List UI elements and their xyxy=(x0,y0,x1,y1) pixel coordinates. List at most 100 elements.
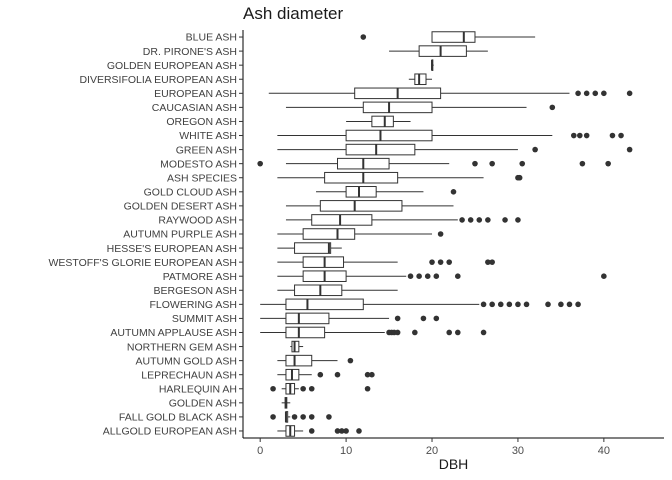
outlier-point xyxy=(291,414,298,420)
box-group xyxy=(346,115,411,128)
outlier-point xyxy=(558,301,564,308)
x-axis-title: DBH xyxy=(439,456,469,472)
outlier-point xyxy=(420,315,427,322)
outlier-point xyxy=(369,371,375,378)
outlier-point xyxy=(609,132,616,139)
box-iqr xyxy=(294,242,332,254)
y-tick-label: EUROPEAN ASH xyxy=(154,88,237,100)
outlier-point xyxy=(506,301,513,308)
box-group xyxy=(277,284,398,297)
y-tick-label: NORTHERN GEM ASH xyxy=(127,341,237,353)
outlier-point xyxy=(308,385,315,392)
box-iqr xyxy=(302,228,356,240)
box-iqr xyxy=(285,326,326,339)
outlier-point xyxy=(472,160,478,167)
outlier-point xyxy=(326,414,332,420)
outlier-point xyxy=(300,414,306,420)
box-iqr xyxy=(302,256,345,268)
box-group xyxy=(270,382,371,395)
y-tick-label: GOLD CLOUD ASH xyxy=(144,186,237,198)
outlier-point xyxy=(476,217,483,223)
box-group xyxy=(360,31,536,43)
outlier-point xyxy=(270,385,276,392)
box-group xyxy=(268,87,633,100)
y-tick-label: WHITE ASH xyxy=(179,130,237,142)
box-group xyxy=(277,228,444,240)
outlier-point xyxy=(356,428,362,434)
outlier-point xyxy=(437,231,444,237)
outlier-point xyxy=(601,273,607,280)
y-tick-label: FALL GOLD BLACK ASH xyxy=(119,412,237,424)
outlier-point xyxy=(592,90,599,97)
box-group xyxy=(408,73,433,86)
y-tick-label: SUMMIT ASH xyxy=(172,313,237,325)
box-iqr xyxy=(285,298,364,311)
outlier-point xyxy=(549,104,556,111)
y-tick-label: AUTUMN APPLAUSE ASH xyxy=(110,327,237,339)
box-group xyxy=(285,200,454,212)
outlier-point xyxy=(489,259,495,265)
outlier-point xyxy=(394,329,401,336)
outlier-point xyxy=(467,217,474,223)
outlier-point xyxy=(545,301,551,308)
box-group xyxy=(277,256,495,268)
outlier-point xyxy=(437,259,444,265)
box-group xyxy=(285,101,556,114)
outlier-point xyxy=(334,371,341,378)
outlier-point xyxy=(334,428,341,434)
outlier-point xyxy=(575,301,581,308)
outlier-point xyxy=(446,329,453,336)
box-group xyxy=(277,368,375,381)
outlier-point xyxy=(433,273,440,280)
outlier-point xyxy=(454,329,461,336)
box-group xyxy=(260,312,440,325)
box-iqr xyxy=(418,45,467,57)
box-group xyxy=(277,129,624,142)
box-group xyxy=(277,270,607,282)
outlier-point xyxy=(364,371,371,378)
outlier-point xyxy=(308,414,315,420)
y-tick-label: GREEN ASH xyxy=(176,144,237,156)
outlier-point xyxy=(626,146,633,153)
outlier-point xyxy=(583,132,590,139)
y-tick-label: HARLEQUIN AH xyxy=(159,383,237,395)
outlier-point xyxy=(532,146,538,153)
outlier-point xyxy=(317,371,324,378)
box-iqr xyxy=(294,284,343,297)
box-group xyxy=(290,340,304,353)
box-group xyxy=(277,242,342,254)
x-tick-label: 30 xyxy=(512,445,524,457)
box-iqr xyxy=(431,31,476,43)
outlier-point xyxy=(618,132,624,139)
y-tick-label: RAYWOOD ASH xyxy=(158,215,237,227)
box-group xyxy=(270,411,332,423)
x-tick-label: 40 xyxy=(598,445,610,457)
y-tick-label: DIVERSIFOLIA EUROPEAN ASH xyxy=(79,74,237,86)
outlier-point xyxy=(519,160,526,167)
outlier-point xyxy=(270,414,276,420)
outlier-point xyxy=(480,301,487,308)
box-group xyxy=(281,397,291,409)
y-tick-label: AUTUMN PURPLE ASH xyxy=(123,229,237,241)
box-iqr xyxy=(285,312,330,325)
box-iqr xyxy=(324,171,399,184)
outlier-point xyxy=(575,90,581,97)
outlier-point xyxy=(583,90,590,97)
y-tick-label: OREGON ASH xyxy=(166,116,237,128)
y-tick-label: AUTUMN GOLD ASH xyxy=(135,355,237,367)
box-iqr xyxy=(345,129,433,142)
box-iqr xyxy=(311,214,373,226)
box-group xyxy=(277,425,362,437)
boxes xyxy=(257,31,633,437)
y-tick-label: GOLDEN ASH xyxy=(169,398,237,410)
x-tick-label: 10 xyxy=(340,445,352,457)
y-tick-label: GOLDEN EUROPEAN ASH xyxy=(107,60,237,72)
y-tick-label: ALLGOLD EUROPEAN ASH xyxy=(103,426,237,438)
box-group xyxy=(257,157,611,170)
box-group xyxy=(260,298,581,311)
box-iqr xyxy=(371,115,394,128)
outlier-point xyxy=(407,273,414,280)
y-tick-label: GOLDEN DESERT ASH xyxy=(124,201,237,213)
y-tick-label: DR. PIRONE'S ASH xyxy=(143,46,237,58)
outlier-point xyxy=(394,315,401,322)
